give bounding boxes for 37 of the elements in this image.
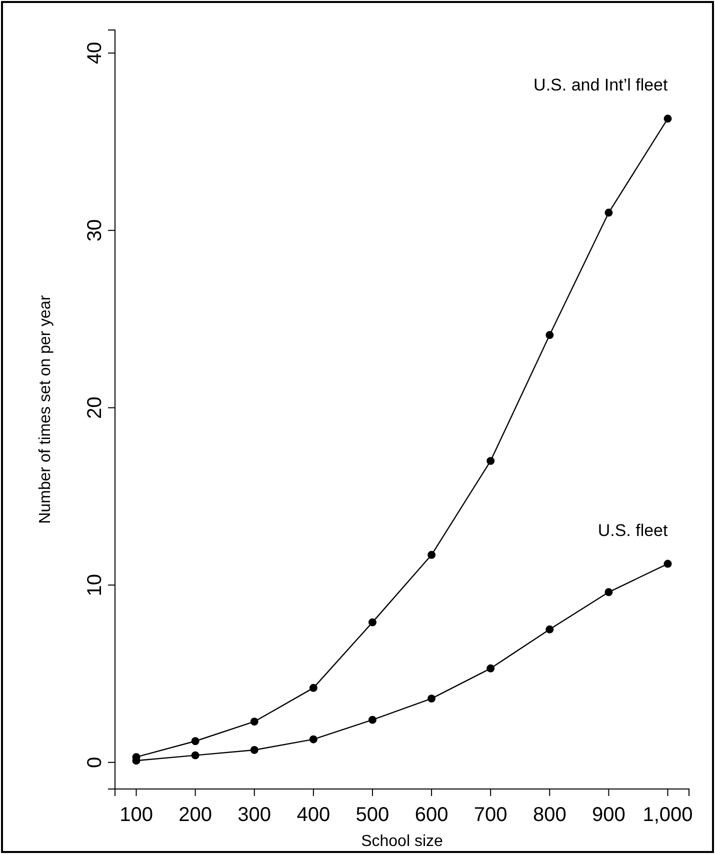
x-tick-label: 400 bbox=[296, 804, 330, 826]
point bbox=[428, 550, 436, 559]
point bbox=[664, 560, 672, 568]
point bbox=[368, 618, 376, 626]
point bbox=[309, 735, 318, 744]
point bbox=[604, 588, 613, 596]
y-tick-label: 0 bbox=[84, 756, 106, 768]
point bbox=[191, 737, 200, 746]
point bbox=[486, 456, 495, 465]
x-tick-label: 100 bbox=[120, 804, 153, 826]
point bbox=[546, 625, 554, 634]
point bbox=[546, 331, 554, 339]
x-tick-label: 300 bbox=[238, 804, 272, 826]
x-tick-label: 700 bbox=[474, 804, 508, 826]
x-tick-label: 1,000 bbox=[642, 804, 693, 826]
point bbox=[250, 718, 258, 726]
point bbox=[428, 694, 436, 703]
point bbox=[604, 208, 613, 217]
x-tick-label: 800 bbox=[532, 804, 566, 826]
point bbox=[368, 716, 376, 724]
point bbox=[250, 746, 258, 754]
point bbox=[191, 751, 200, 760]
y-axis-title: Number of times set on per year bbox=[37, 294, 54, 524]
point bbox=[309, 684, 318, 692]
point bbox=[486, 664, 495, 672]
x-tick-label: 500 bbox=[356, 804, 390, 826]
x-tick-label: 600 bbox=[414, 804, 448, 826]
x-tick-label: 900 bbox=[592, 804, 626, 826]
point bbox=[664, 114, 672, 123]
y-tick-label: 40 bbox=[84, 42, 106, 64]
y-tick-label: 20 bbox=[84, 396, 106, 419]
series-label: U.S. fleet bbox=[598, 520, 668, 540]
y-tick-label: 30 bbox=[84, 219, 106, 242]
y-tick-label: 10 bbox=[84, 574, 106, 596]
x-tick-label: 200 bbox=[178, 804, 212, 826]
series-label: U.S. and Int’l fleet bbox=[534, 76, 668, 95]
x-axis-title: School size bbox=[361, 833, 444, 850]
